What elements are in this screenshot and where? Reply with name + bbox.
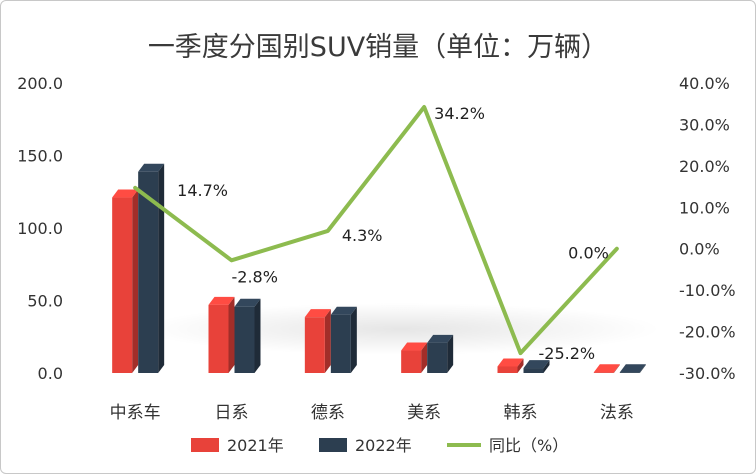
legend-label: 同比（%） xyxy=(489,436,568,455)
bar-side xyxy=(132,189,139,373)
line-group: 14.7% -2.8% 4.3% 34.2% -25.2% 0.0% xyxy=(133,104,619,363)
bar-top xyxy=(427,334,454,343)
yoy-data-label: -25.2% xyxy=(539,344,596,363)
bar-side xyxy=(421,342,428,373)
bar-2021年-法系 xyxy=(593,364,620,373)
bar-side xyxy=(613,364,620,373)
bar-top xyxy=(523,360,550,369)
bar-top xyxy=(593,364,620,373)
bar-top xyxy=(304,309,331,318)
category-label: 中系车 xyxy=(110,403,161,423)
legend: 2021年 2022年 同比（%） xyxy=(191,436,568,455)
bar-front xyxy=(593,372,614,373)
bar-front xyxy=(497,366,518,373)
category-label: 法系 xyxy=(600,403,634,423)
chart-title: 一季度分国别SUV销量（单位：万辆） xyxy=(148,32,608,63)
right-axis-tick-label: 20.0% xyxy=(679,157,730,176)
bar-2022年-法系 xyxy=(619,364,646,373)
legend-item: 2022年 xyxy=(319,436,412,455)
bar-side xyxy=(324,309,331,373)
category-label: 韩系 xyxy=(504,403,538,423)
right-axis: -30.0% -20.0% -10.0% 0.0% 10.0% 20.0% 30.0% 40.… xyxy=(679,74,736,383)
bar-front xyxy=(523,368,544,373)
bar-top xyxy=(330,306,357,315)
bar-2022年-韩系 xyxy=(523,360,550,373)
bar-2022年-中系车 xyxy=(138,163,165,373)
bar-front xyxy=(234,306,255,373)
bar-side xyxy=(228,296,235,373)
category-label: 日系 xyxy=(215,403,249,423)
bar-front xyxy=(330,314,351,373)
yoy-line xyxy=(133,105,619,356)
category-axis: 中系车 日系 德系 美系 韩系 法系 xyxy=(110,403,634,423)
bar-2021年-日系 xyxy=(208,296,235,373)
legend-swatch xyxy=(319,438,347,452)
bar-top xyxy=(138,163,165,172)
legend-item: 2021年 xyxy=(191,436,284,455)
bar-2021年-德系 xyxy=(304,309,331,373)
left-axis-tick-label: 0.0 xyxy=(38,364,63,383)
left-axis-tick-label: 50.0 xyxy=(27,292,63,311)
legend-item: 同比（%） xyxy=(447,436,568,455)
bar-2021年-中系车 xyxy=(112,189,139,373)
bar-front xyxy=(401,350,422,373)
bar-top xyxy=(497,358,524,367)
yoy-data-label: -2.8% xyxy=(232,267,278,286)
yoy-data-label: 14.7% xyxy=(177,181,228,200)
bar-top xyxy=(234,298,261,307)
legend-label: 2021年 xyxy=(227,436,284,455)
yoy-data-label: 0.0% xyxy=(568,244,609,263)
bar-side xyxy=(158,163,165,373)
bar-2022年-德系 xyxy=(330,306,357,373)
right-axis-tick-label: -30.0% xyxy=(679,364,736,383)
bar-2022年-美系 xyxy=(427,334,454,373)
right-axis-tick-label: 40.0% xyxy=(679,74,730,93)
bar-front xyxy=(208,304,229,373)
bar-2021年-韩系 xyxy=(497,358,524,373)
left-axis-tick-label: 200.0 xyxy=(17,74,63,93)
bar-side xyxy=(254,298,261,373)
yoy-data-label: 4.3% xyxy=(342,226,383,245)
legend-label: 2022年 xyxy=(355,436,412,455)
right-axis-tick-label: -10.0% xyxy=(679,281,736,300)
bar-side xyxy=(447,334,454,373)
category-label: 德系 xyxy=(311,403,345,423)
bar-side xyxy=(639,364,646,373)
bar-2022年-日系 xyxy=(234,298,261,373)
right-axis-tick-label: 0.0% xyxy=(679,240,720,259)
bar-top xyxy=(112,189,139,198)
left-axis-tick-label: 150.0 xyxy=(17,147,63,166)
bar-2021年-美系 xyxy=(401,342,428,373)
bar-top xyxy=(208,296,235,305)
bar-top xyxy=(401,342,428,351)
right-axis-tick-label: 10.0% xyxy=(679,198,730,217)
bar-front xyxy=(138,171,159,373)
right-axis-tick-label: -20.0% xyxy=(679,323,736,342)
bar-front xyxy=(112,197,133,373)
bar-side xyxy=(350,306,357,373)
bar-front xyxy=(427,342,448,373)
left-axis: 0.0 50.0 100.0 150.0 200.0 xyxy=(17,74,63,383)
bar-front xyxy=(619,372,640,373)
yoy-data-label: 34.2% xyxy=(434,104,485,123)
bar-side xyxy=(543,360,550,373)
bar-group xyxy=(112,163,646,373)
legend-swatch xyxy=(191,438,219,452)
bar-top xyxy=(619,364,646,373)
right-axis-tick-label: 30.0% xyxy=(679,115,730,134)
category-label: 美系 xyxy=(407,403,441,423)
left-axis-tick-label: 100.0 xyxy=(17,219,63,238)
bar-side xyxy=(517,358,524,373)
bar-front xyxy=(304,317,325,373)
